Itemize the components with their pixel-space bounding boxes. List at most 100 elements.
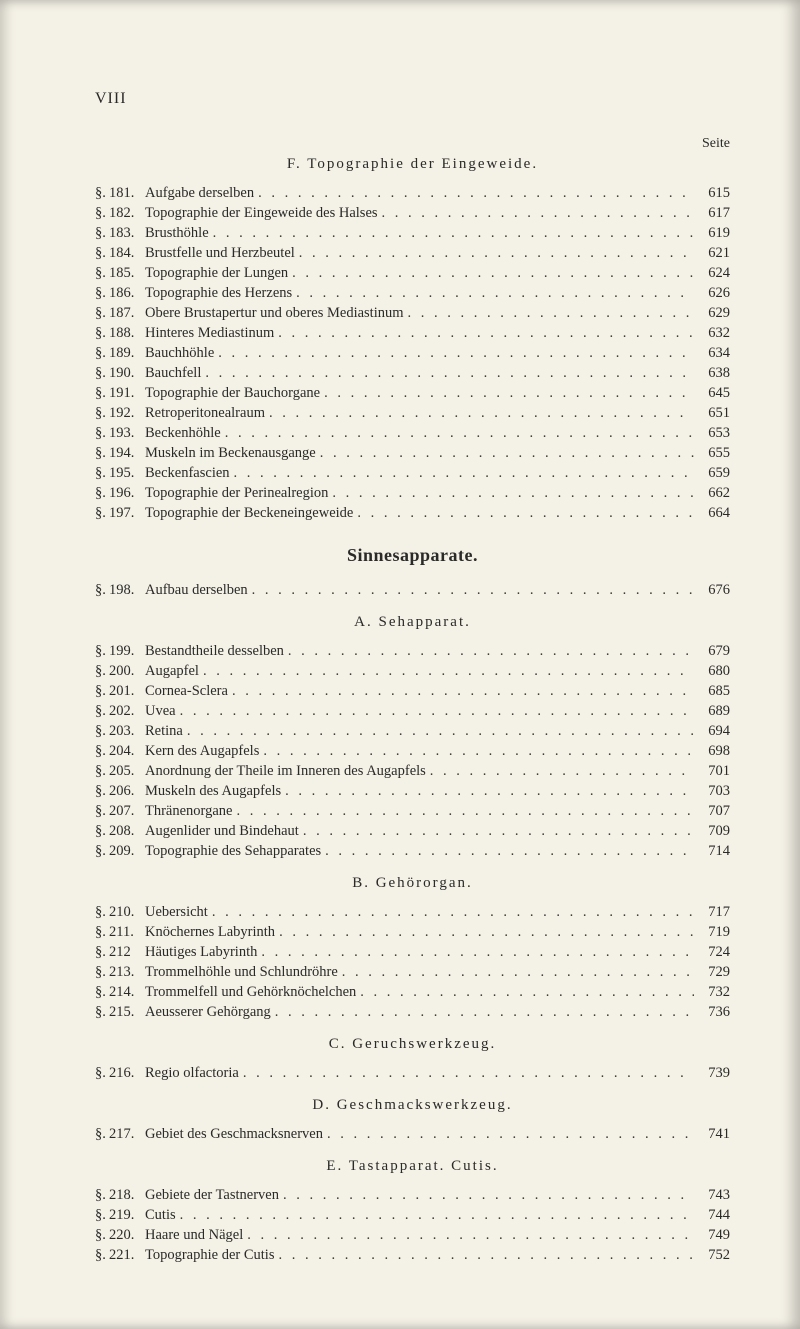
toc-entry: §.196.Topographie der Perinealregion662 [95,483,730,503]
seite-label: Seite [95,136,730,152]
entry-label: Trommelfell und Gehörknöchelchen [145,982,356,1002]
sub-c-entry: §.216.Regio olfactoria739 [95,1063,730,1083]
leader-dots [237,801,695,821]
entry-label: Cornea-Sclera [145,681,228,701]
section-symbol: §. [95,223,109,243]
section-number: 191. [109,383,145,403]
entry-label: Anordnung der Theile im Inneren des Auga… [145,761,426,781]
sub-c-title: C. Geruchswerkzeug. [95,1036,730,1053]
toc-entry: §.216.Regio olfactoria739 [95,1063,730,1083]
entry-label: Topographie der Lungen [145,263,288,283]
leader-dots [408,303,694,323]
entry-label: Topographie des Sehapparates [145,841,321,861]
section-symbol: §. [95,821,109,841]
section-symbol: §. [95,741,109,761]
entry-label: Aeusserer Gehörgang [145,1002,271,1022]
leader-dots [213,223,694,243]
section-symbol: §. [95,761,109,781]
leader-dots [205,363,694,383]
toc-entry: §.183.Brusthöhle619 [95,223,730,243]
toc-entry: §.215.Aeusserer Gehörgang736 [95,1002,730,1022]
page-number: 736 [698,1002,730,1022]
page-number: 698 [698,741,730,761]
section-symbol: §. [95,263,109,283]
section-number: 192. [109,403,145,423]
toc-entry: §.200.Augapfel680 [95,661,730,681]
page-number: 689 [698,701,730,721]
entry-label: Häutiges Labyrinth [145,942,257,962]
entry-label: Beckenhöhle [145,423,221,443]
toc-entry: §.221.Topographie der Cutis752 [95,1245,730,1265]
leader-dots [258,183,694,203]
entry-label: Retina [145,721,183,741]
leader-dots [324,383,694,403]
page-number: 626 [698,283,730,303]
section-symbol: §. [95,463,109,483]
toc-entry: §.207.Thränenorgane707 [95,801,730,821]
entry-label: Muskeln im Beckenausgange [145,443,316,463]
section-number: 201. [109,681,145,701]
page-number: 724 [698,942,730,962]
page-number: 634 [698,343,730,363]
section-symbol: §. [95,681,109,701]
toc-entry: §.204.Kern des Augapfels698 [95,741,730,761]
page-number: 638 [698,363,730,383]
page-number: 743 [698,1185,730,1205]
page-number: 703 [698,781,730,801]
toc-entry: §.190.Bauchfell638 [95,363,730,383]
toc-entry: §.187.Obere Brustapertur und oberes Medi… [95,303,730,323]
leader-dots [279,922,694,942]
leader-dots [332,483,694,503]
section-number: 213. [109,962,145,982]
section-number: 182. [109,203,145,223]
section-number: 217. [109,1124,145,1144]
toc-entry: §.186.Topographie des Herzens626 [95,283,730,303]
leader-dots [382,203,694,223]
section-symbol: §. [95,982,109,1002]
section-number: 210. [109,902,145,922]
entry-label: Topographie der Eingeweide des Halses [145,203,378,223]
toc-entry: §.189.Bauchhöhle634 [95,343,730,363]
entry-label: Aufgabe derselben [145,183,254,203]
entry-label: Trommelhöhle und Schlundröhre [145,962,338,982]
entry-label: Muskeln des Augapfels [145,781,281,801]
section-number: 207. [109,801,145,821]
page-number: 645 [698,383,730,403]
sub-a-title: A. Sehapparat. [95,614,730,631]
section-symbol: §. [95,1245,109,1265]
page-number: 659 [698,463,730,483]
entry-label: Topographie der Cutis [145,1245,274,1265]
section-symbol: §. [95,580,109,600]
section-number: 187. [109,303,145,323]
entry-label: Bauchfell [145,363,201,383]
section-symbol: §. [95,801,109,821]
sub-e-list: §.218.Gebiete der Tastnerven743§.219.Cut… [95,1185,730,1265]
toc-entry: §.220.Haare und Nägel749 [95,1225,730,1245]
section-symbol: §. [95,661,109,681]
leader-dots [180,1205,694,1225]
leader-dots [203,661,694,681]
page-number: 709 [698,821,730,841]
section-symbol: §. [95,243,109,263]
page-number: 621 [698,243,730,263]
section-number: 194. [109,443,145,463]
section-f-list: §.181.Aufgabe derselben615§.182.Topograp… [95,183,730,523]
page-number: 629 [698,303,730,323]
leader-dots [234,463,694,483]
section-number: 218. [109,1185,145,1205]
section-symbol: §. [95,403,109,423]
leader-dots [327,1124,694,1144]
toc-entry: §.199.Bestandtheile desselben679 [95,641,730,661]
entry-label: Topographie der Beckeneingeweide [145,503,353,523]
section-number: 198. [109,580,145,600]
section-symbol: §. [95,1002,109,1022]
toc-entry: §.182.Topographie der Eingeweide des Hal… [95,203,730,223]
leader-dots [288,641,694,661]
page-number: 741 [698,1124,730,1144]
section-symbol: §. [95,423,109,443]
toc-entry: §.198.Aufbau derselben676 [95,580,730,600]
section-symbol: §. [95,323,109,343]
entry-label: Thränenorgane [145,801,233,821]
leader-dots [303,821,694,841]
section-number: 193. [109,423,145,443]
